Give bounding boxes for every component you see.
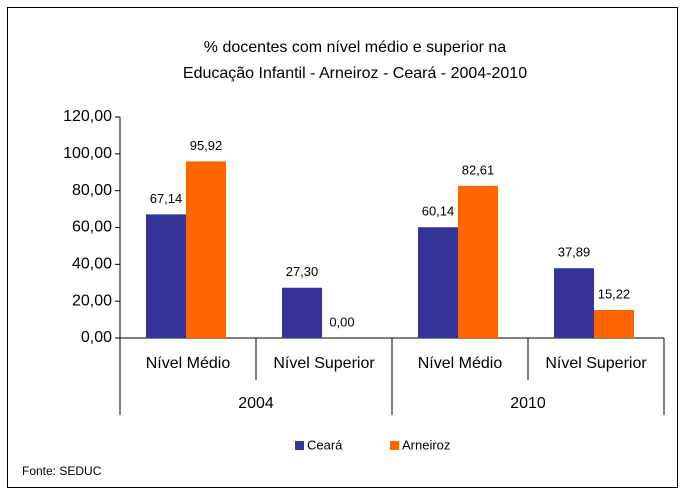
bar	[418, 227, 458, 338]
x-tick-label: Nível Médio	[146, 355, 231, 372]
legend-label: Arneiroz	[402, 437, 450, 452]
legend-swatch	[390, 441, 399, 450]
chart-title: Educação Infantil - Arneiroz - Ceará - 2…	[183, 65, 527, 82]
bar	[282, 287, 322, 338]
group-label: 2004	[238, 395, 274, 412]
bar	[594, 309, 634, 338]
chart-title: % docentes com nível médio e superior na	[204, 39, 506, 56]
x-tick-label: Nível Médio	[418, 355, 503, 372]
y-tick-label: 40,00	[72, 256, 112, 273]
y-tick-label: 60,00	[72, 219, 112, 236]
y-tick-label: 120,00	[63, 108, 112, 125]
data-label: 27,30	[286, 264, 319, 279]
data-label: 15,22	[598, 286, 631, 301]
bar	[458, 185, 498, 338]
bar	[554, 268, 594, 338]
source-note: Fonte: SEDUC	[22, 464, 102, 478]
x-tick-label: Nível Superior	[545, 355, 647, 372]
chart-frame	[7, 7, 678, 488]
y-tick-label: 0,00	[81, 329, 112, 346]
bar	[146, 214, 186, 338]
data-label: 95,92	[190, 138, 223, 153]
y-tick-label: 100,00	[63, 145, 112, 162]
data-label: 0,00	[329, 314, 354, 329]
x-tick-label: Nível Superior	[273, 355, 375, 372]
legend-swatch	[295, 441, 304, 450]
data-label: 82,61	[462, 162, 495, 177]
data-label: 60,14	[422, 204, 455, 219]
legend-label: Ceará	[307, 437, 343, 452]
group-label: 2010	[510, 395, 546, 412]
y-tick-label: 80,00	[72, 182, 112, 199]
data-label: 67,14	[150, 191, 183, 206]
data-label: 37,89	[558, 245, 591, 260]
bar	[186, 161, 226, 338]
y-tick-label: 20,00	[72, 292, 112, 309]
